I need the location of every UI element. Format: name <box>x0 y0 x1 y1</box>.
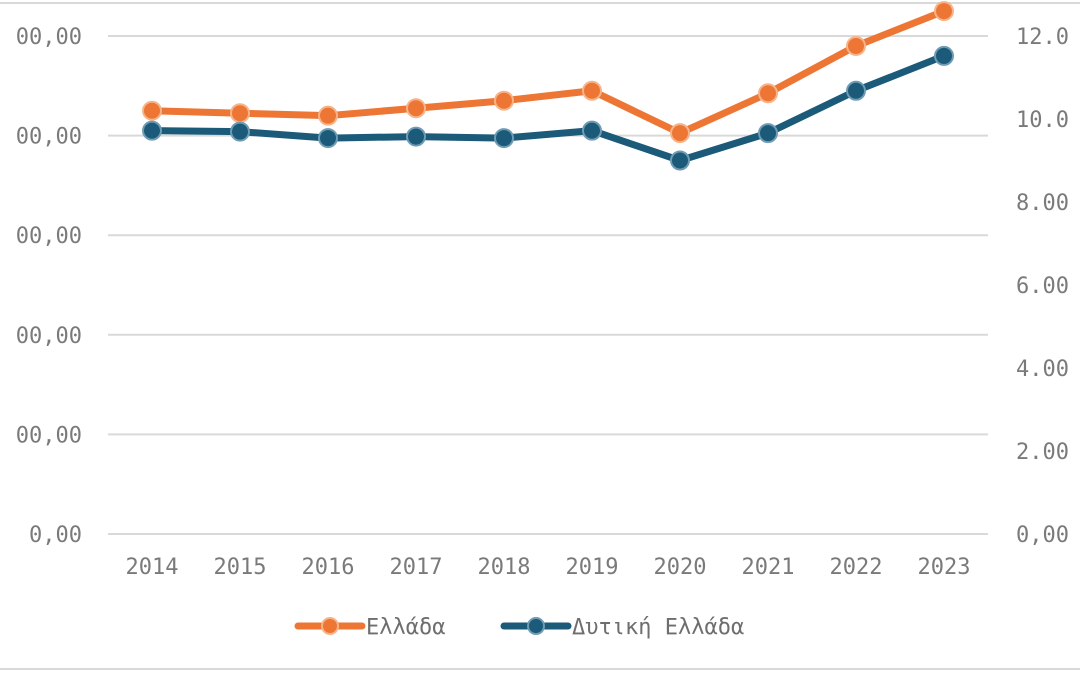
data-point[interactable] <box>494 90 514 111</box>
series-1 <box>142 45 954 171</box>
data-point[interactable] <box>934 1 954 22</box>
legend-item-greece[interactable]: Ελλάδα <box>294 615 445 640</box>
data-point[interactable] <box>406 126 426 147</box>
x-tick-label: 2014 <box>126 555 179 580</box>
x-tick-label: 2021 <box>742 555 795 580</box>
data-point[interactable] <box>846 80 866 101</box>
x-tick-label: 2022 <box>830 555 883 580</box>
left-tick-label: 0,00 <box>29 523 82 548</box>
data-point[interactable] <box>758 123 778 144</box>
left-tick-label: 00,00 <box>16 224 82 249</box>
x-tick-label: 2020 <box>654 555 707 580</box>
legend-marker-western-greece <box>527 617 545 635</box>
x-axis: 2014 2015 2016 2017 2018 2019 2020 2021 2022 2023 <box>126 555 971 580</box>
right-tick-label: 6.00 <box>1016 274 1069 299</box>
x-tick-label: 2018 <box>478 555 531 580</box>
series <box>142 1 954 171</box>
right-tick-label: 12.0 <box>1016 25 1069 50</box>
x-tick-label: 2023 <box>918 555 971 580</box>
series-line <box>148 7 948 137</box>
right-y-axis: 0,00 2.00 4.00 6.00 8.00 10.0 12.0 <box>1016 25 1069 548</box>
legend-marker-greece <box>321 617 339 635</box>
left-tick-label: 00,00 <box>16 25 82 50</box>
x-tick-label: 2016 <box>302 555 355 580</box>
data-point[interactable] <box>318 128 338 149</box>
legend: Ελλάδα Δυτική Ελλάδα <box>294 615 744 640</box>
left-y-axis: 0,00 00,00 00,00 00,00 00,00 00,00 <box>16 25 82 548</box>
x-tick-label: 2019 <box>566 555 619 580</box>
left-tick-label: 00,00 <box>16 423 82 448</box>
data-point[interactable] <box>318 105 338 126</box>
data-point[interactable] <box>142 100 162 121</box>
data-point[interactable] <box>230 121 250 142</box>
data-point[interactable] <box>582 80 602 101</box>
legend-label-greece: Ελλάδα <box>366 615 445 640</box>
x-tick-label: 2017 <box>390 555 443 580</box>
right-tick-label: 8.00 <box>1016 191 1069 216</box>
right-tick-label: 2.00 <box>1016 440 1069 465</box>
right-tick-label: 10.0 <box>1016 108 1069 133</box>
legend-label-western-greece: Δυτική Ελλάδα <box>572 615 744 640</box>
data-point[interactable] <box>846 35 866 56</box>
right-tick-label: 0,00 <box>1016 523 1069 548</box>
data-point[interactable] <box>406 98 426 119</box>
data-point[interactable] <box>934 45 954 66</box>
data-point[interactable] <box>670 123 690 144</box>
data-point[interactable] <box>582 120 602 141</box>
data-point[interactable] <box>758 83 778 104</box>
data-point[interactable] <box>670 150 690 171</box>
series-0 <box>142 1 954 144</box>
left-tick-label: 00,00 <box>16 324 82 349</box>
left-tick-label: 00,00 <box>16 125 82 150</box>
data-point[interactable] <box>142 120 162 141</box>
data-point[interactable] <box>230 103 250 124</box>
x-tick-label: 2015 <box>214 555 267 580</box>
series-line <box>148 52 948 164</box>
legend-item-western-greece[interactable]: Δυτική Ελλάδα <box>500 615 744 640</box>
data-point[interactable] <box>494 128 514 149</box>
right-tick-label: 4.00 <box>1016 357 1069 382</box>
